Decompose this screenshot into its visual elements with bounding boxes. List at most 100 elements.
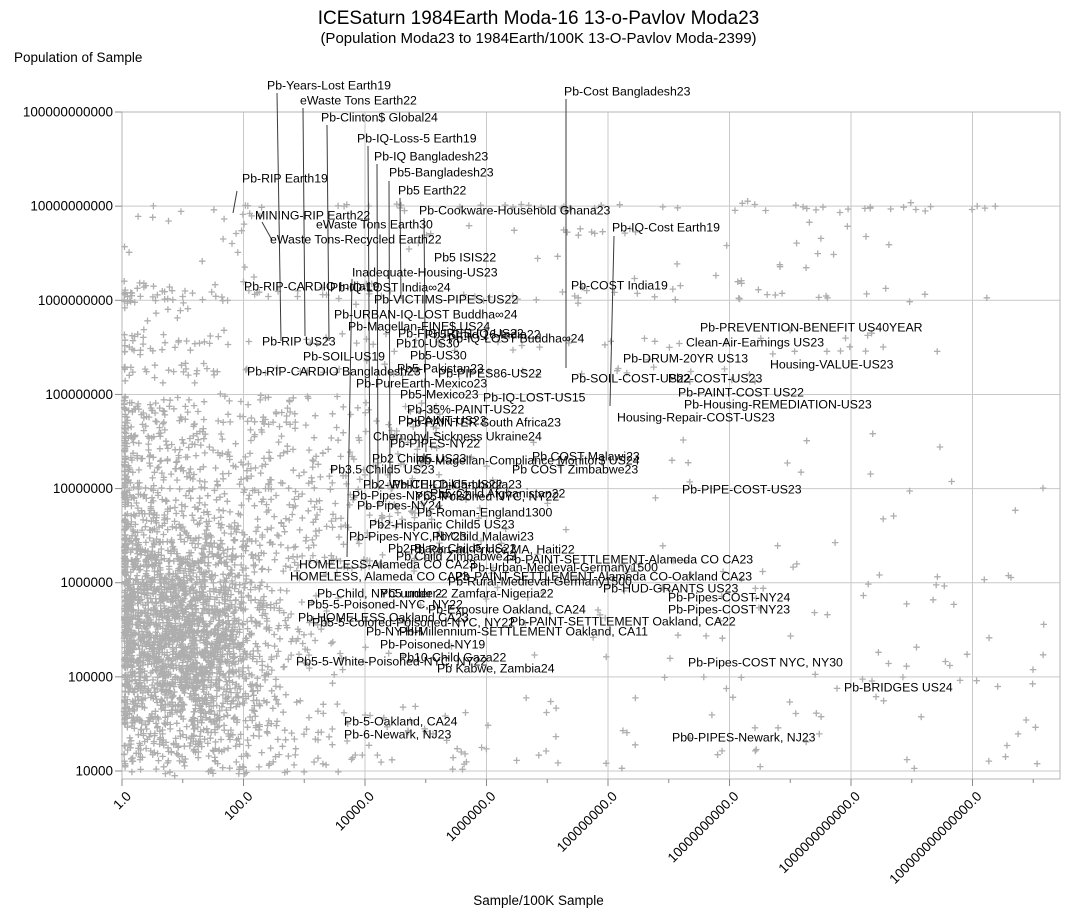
annotation-label: Pb5 under-2 Zamfara-Nigeria22 bbox=[380, 586, 554, 600]
annotation-label: Pb-PIPES86-US22 bbox=[438, 366, 542, 380]
annotation-label: Pb-Cookware-Household Ghana23 bbox=[419, 203, 611, 217]
annotation-label: Pb2-WHITE-Child5-US22 bbox=[363, 477, 503, 491]
annotation-label: Pb-HUD-GRANTS US23 bbox=[603, 581, 738, 595]
annotation-label: Pb-VICTIMS-PIPES-US22 bbox=[374, 292, 518, 306]
annotation-label: Pb-URBAN-IQ-LOST Buddha∞24 bbox=[334, 307, 518, 321]
x-tick-label: 1.0 bbox=[110, 789, 134, 813]
x-tick-labels: 1.0 100.0 10000.0 1000000.0 100000000.0 10000… bbox=[110, 789, 984, 887]
annotation-label: Pb-Magellan-FINE$ US24 bbox=[348, 319, 490, 333]
y-tick-label: 100000000 bbox=[45, 387, 113, 402]
annotation-label: eWaste Tons Earth22 bbox=[300, 93, 417, 107]
scatter-points bbox=[120, 198, 1047, 779]
annotation-label: Pb Port-au-Prince MA, Haiti22 bbox=[410, 542, 575, 556]
annotation-label: Pb-IQ-LOST Buddha∞24 bbox=[448, 331, 585, 345]
annotation-label: Pb-Pipes-COST NYC, NY30 bbox=[688, 655, 843, 669]
annotation-label: Pb-NY-HH bbox=[366, 624, 423, 638]
annotation-label: Pb-IQ Bangladesh23 bbox=[374, 149, 488, 163]
annotation-label: Pb-Child, NYC under 2 bbox=[317, 586, 442, 600]
annotation-label: Pb-PIPE-COST-US23 bbox=[682, 482, 802, 496]
annotation-label: Pb5 Earth22 bbox=[398, 183, 467, 197]
annotation-label: Pb-IQ-LOST-US15 bbox=[483, 390, 586, 404]
annotation-label: Pb-PIPES-NY22 bbox=[390, 436, 480, 450]
annotation-label: MINING-RIP Earth22 bbox=[255, 208, 370, 222]
annotation-label: Housing-VALUE-US23 bbox=[770, 357, 894, 371]
annotation-label: Pb10-Child Gaza22 bbox=[399, 650, 506, 664]
axis-ticks bbox=[115, 111, 1034, 786]
annotation-label: Pb Child Malawi23 bbox=[432, 529, 534, 543]
annotation-label: Pb-Urban-Medieval-Germany1500 bbox=[470, 560, 658, 574]
annotation-label: Housing-Repair-COST-US23 bbox=[617, 410, 775, 424]
annotation-label: Pb-35%-PAINT-US22 bbox=[407, 402, 524, 416]
x-tick-label: 10000000000.0 bbox=[665, 789, 742, 866]
annotation-label: Inadequate-Housing-US23 bbox=[352, 265, 498, 279]
y-tick-label: 10000 bbox=[75, 764, 113, 779]
x-axis-title: Sample/100K Sample bbox=[473, 893, 604, 908]
annotation-label: Pb5 ISIS22 bbox=[434, 250, 496, 264]
annotation-label: Pb COST Malawi23 bbox=[532, 449, 640, 463]
annotation-label: Pb-BRIDGES US24 bbox=[844, 680, 953, 694]
x-tick-label: 1000000000000.0 bbox=[776, 789, 864, 877]
annotation-label: Pb-RIP-CARDIO Bangladesh23 bbox=[247, 364, 421, 378]
annotation-label: Pb-Roman-England1300 bbox=[417, 505, 553, 519]
annotation-label: Clean-Air-Earnings US23 bbox=[686, 335, 824, 349]
annotation-label: Pb0-PIPES-Newark, NJ23 bbox=[672, 730, 816, 744]
annotation-label: Pb-RIP US23 bbox=[262, 334, 336, 348]
x-tick-label: 100000000.0 bbox=[554, 789, 620, 855]
annotation-label: Pb-Pipes-NYC, NY22 bbox=[352, 488, 470, 502]
grid-lines bbox=[121, 111, 1061, 780]
annotation-label: Pb-Cost Bangladesh23 bbox=[564, 84, 691, 98]
annotation-label: Pb-HOMELESS Oakland CA23 bbox=[298, 610, 469, 624]
annotation-label: Pb-COST India19 bbox=[571, 278, 668, 292]
chart-subtitle: (Population Moda23 to 1984Earth/100K 13-… bbox=[320, 30, 757, 47]
annotation-label: Pb5-5-Poisoned-NYC, NY22 bbox=[307, 597, 463, 611]
annotation-label: Pb-PAINT-SETTLEMENT-Alameda CO-Oakland C… bbox=[455, 569, 752, 583]
annotation-label: Pb-Exposure Oakland, CA24 bbox=[428, 602, 586, 616]
x-tick-label: 100000000000000.0 bbox=[886, 789, 984, 887]
annotation-label: Pb COST Zimbabwe23 bbox=[512, 462, 638, 476]
annotation-label: Pb5-5-White-Poisoned-NYC, NY22 bbox=[296, 654, 488, 668]
annotation-label: Pb2-COST-US23 bbox=[668, 371, 762, 385]
annotation-label: Pb-Housing-REMEDIATION-US23 bbox=[684, 397, 872, 411]
annotation-label: Pb Kabwe, Zambia24 bbox=[437, 661, 555, 675]
annotation-label: Pb-PAINT-US22 bbox=[398, 413, 487, 427]
annotation-label: Pb-DRUM-20YR US13 bbox=[623, 351, 748, 365]
x-tick-label: 10000.0 bbox=[332, 789, 377, 834]
annotation-label: Pb-PAINT-SETTLEMENT-Alameda CO CA23 bbox=[506, 552, 753, 566]
y-tick-label: 100000000000 bbox=[23, 105, 113, 120]
annotation-label: Pb-Pipes-COST-NY24 bbox=[668, 590, 790, 604]
annotation-label: Pb-PureEarth-Mexico23 bbox=[356, 376, 487, 390]
annotation-label: Pb2-Hispanic Child5 US23 bbox=[369, 517, 515, 531]
annotation-label: Pb-SOIL-US19 bbox=[303, 349, 385, 363]
annotation-label: Chernobyl-Sickness Ukraine24 bbox=[373, 429, 542, 443]
y-tick-label: 100000 bbox=[68, 669, 113, 684]
annotation-label: Pb-Magellan-Compliance Monitor$ US24 bbox=[416, 453, 640, 467]
y-tick-label: 1000000 bbox=[60, 575, 113, 590]
annotation-label: Pb-IQ-Cost Earth19 bbox=[612, 220, 720, 234]
annotation-label: Pb2-Black Child5 US22 bbox=[388, 541, 517, 555]
annotation-label: Pb-PAINT-COST US22 bbox=[678, 385, 804, 399]
y-tick-labels: 10000 100000 1000000 10000000 100000000 10000… bbox=[23, 105, 113, 779]
annotation-label: Pb-IQ-LOST India∞24 bbox=[330, 280, 451, 294]
annotation-label: Pb-RIP-CARDIO India19 bbox=[244, 279, 379, 293]
annotation-label: Pb-Poisoned-NY19 bbox=[380, 637, 485, 651]
y-tick-label: 10000000 bbox=[53, 481, 113, 496]
annotation-label: Pb-Pipes-NYC, NY23 bbox=[349, 529, 467, 543]
annotation-label: Pb-RIP Earth19 bbox=[242, 171, 328, 185]
annotation-label: Pb5-Child Afghanistan22 bbox=[430, 486, 566, 500]
annotation-label: Pb-SOIL-COST-US22 bbox=[571, 371, 691, 385]
annotation-label: eWaste Tons-Recycled Earth22 bbox=[270, 232, 442, 246]
annotation-label: Pb3.5 Child5 US23 bbox=[330, 462, 435, 476]
annotation-label: Pb-Pipes-NY24 bbox=[357, 498, 442, 512]
annotation-label: Pb-IQ-Loss-5 Earth19 bbox=[357, 131, 477, 145]
annotation-label: Pb-Years-Lost Earth19 bbox=[267, 78, 391, 92]
annotation-label: Pb5-Bangladesh23 bbox=[389, 165, 494, 179]
annotation-label: Pb-Clinton$ Global24 bbox=[321, 110, 438, 124]
annotation-label: Pb5-5-Colored-Poisoned-NYC, NY22 bbox=[312, 615, 515, 629]
x-tick-label: 100.0 bbox=[221, 789, 256, 824]
y-tick-label: 1000000000 bbox=[38, 293, 113, 308]
annotation-label: Pb-PAINT-SETTLEMENT Oakland, CA22 bbox=[510, 614, 736, 628]
annotation-label: Pb-PREVENTION-BENEFIT US40YEAR bbox=[700, 320, 923, 334]
annotation-label: HOMELESS-Alameda CO CA23 bbox=[299, 557, 476, 571]
